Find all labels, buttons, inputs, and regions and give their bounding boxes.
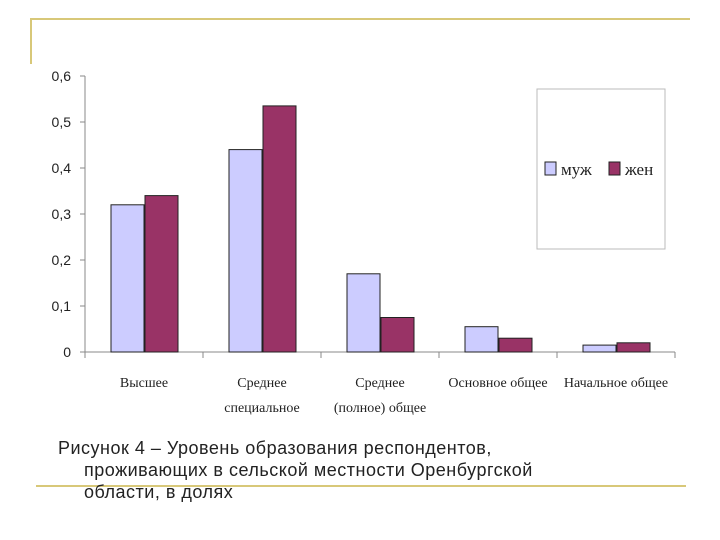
y-tick-label: 0: [63, 344, 71, 360]
y-tick-label: 0,1: [52, 298, 72, 314]
y-tick-label: 0,2: [52, 252, 72, 268]
decor-vertical-line: [30, 18, 32, 64]
bar-female: [262, 105, 297, 353]
bar-male: [228, 149, 263, 353]
y-tick-label: 0,5: [52, 114, 72, 130]
legend-box: [536, 88, 666, 250]
x-category-label: специальное: [224, 401, 300, 416]
bar-male: [110, 204, 145, 353]
bar-male: [582, 344, 617, 353]
bar-female: [616, 342, 651, 353]
decor-bottom-line: [36, 485, 686, 487]
x-category-label: Начальное общее: [564, 376, 668, 391]
x-category-label: Высшее: [120, 376, 168, 391]
x-category-label: Среднее: [237, 376, 286, 391]
y-tick-label: 0,4: [52, 160, 72, 176]
bar-chart: 0 0,1 0,2 0,3 0,4 0,5 0,6 Высшее Среднее специаль…: [52, 68, 676, 416]
caption-line-2: проживающих в сельской местности Оренбур…: [84, 460, 533, 480]
bar-female: [380, 317, 415, 353]
y-tick-label: 0,6: [52, 68, 72, 84]
bar-female: [498, 337, 533, 353]
x-category-label: (полное) общее: [334, 401, 426, 416]
legend-label: муж: [561, 160, 592, 179]
legend-swatch: [608, 161, 621, 176]
y-tick-label: 0,3: [52, 206, 72, 222]
figure-caption: Рисунок 4 – Уровень образования респонде…: [58, 437, 682, 503]
bar-female: [144, 195, 179, 353]
bar-male: [346, 273, 381, 353]
bar-male: [464, 326, 499, 353]
decor-top-line: [30, 18, 690, 20]
caption-line-3: области, в долях: [84, 482, 234, 502]
legend-swatch: [544, 161, 557, 176]
x-category-label: Среднее: [355, 376, 404, 391]
x-category-label: Основное общее: [448, 376, 547, 391]
caption-line-1: Рисунок 4 – Уровень образования респонде…: [58, 438, 492, 458]
legend-label: жен: [624, 160, 653, 179]
